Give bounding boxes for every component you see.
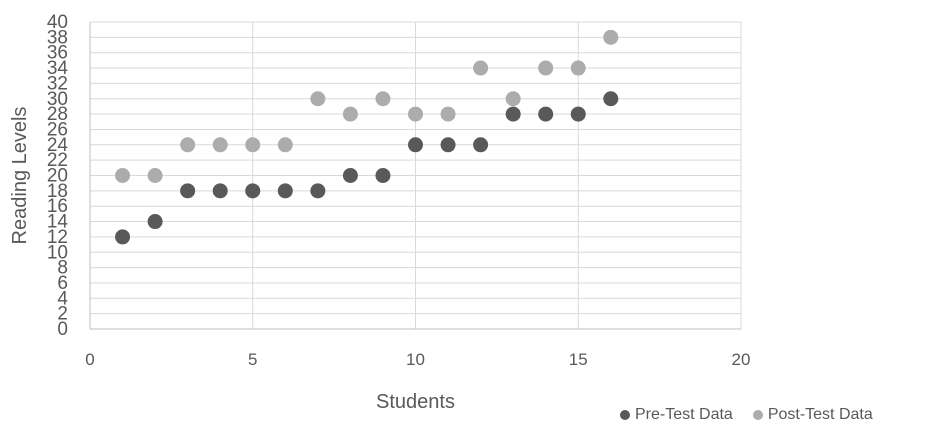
y-tick-label: 16: [47, 196, 68, 217]
point-post-test-data: [115, 168, 131, 183]
point-pre-test-data: [570, 106, 586, 122]
x-tick-label: 0: [85, 350, 94, 369]
point-pre-test-data: [180, 183, 196, 199]
point-post-test-data: [440, 106, 456, 122]
point-pre-test-data: [245, 183, 261, 199]
legend-label-post-test: Post-Test Data: [767, 406, 873, 423]
x-tick-label: 10: [406, 350, 425, 369]
point-pre-test-data: [147, 214, 163, 230]
y-tick-label: 36: [47, 43, 68, 64]
y-tick-label: 4: [57, 288, 68, 309]
point-post-test-data: [212, 137, 228, 153]
point-post-test-data: [342, 106, 358, 122]
legend-label-pre-test: Pre-Test Data: [635, 406, 733, 423]
point-pre-test-data: [115, 229, 131, 245]
point-post-test-data: [473, 60, 489, 76]
x-tick-label: 20: [732, 350, 751, 369]
point-post-test-data: [538, 60, 554, 76]
legend-marker-post-test: [752, 410, 763, 420]
point-pre-test-data: [440, 137, 456, 153]
point-post-test-data: [570, 60, 586, 76]
y-tick-label: 6: [57, 273, 68, 294]
legend-item-pre-test: Pre-Test Data: [620, 406, 733, 424]
point-post-test-data: [375, 91, 391, 107]
y-tick-label: 32: [47, 73, 68, 94]
point-post-test-data: [147, 168, 163, 183]
x-axis-title: Students: [376, 391, 455, 413]
y-tick-label: 20: [47, 166, 68, 187]
point-post-test-data: [310, 91, 326, 107]
point-post-test-data: [180, 137, 196, 153]
y-tick-label: 24: [47, 135, 69, 156]
legend-marker-pre-test: [620, 410, 630, 420]
y-tick-label: 0: [57, 319, 68, 340]
y-tick-label: 38: [47, 27, 68, 48]
point-post-test-data: [245, 137, 261, 153]
y-tick-label: 2: [57, 304, 68, 325]
point-pre-test-data: [375, 168, 391, 183]
point-pre-test-data: [277, 183, 293, 199]
y-tick-label: 18: [47, 181, 68, 202]
x-tick-label: 5: [248, 350, 257, 369]
point-post-test-data: [603, 29, 619, 45]
legend-item-post-test: Post-Test Data: [752, 406, 873, 424]
point-pre-test-data: [473, 137, 489, 153]
y-tick-label: 14: [47, 212, 69, 233]
y-tick-label: 40: [47, 12, 68, 33]
y-tick-label: 8: [57, 258, 68, 279]
point-pre-test-data: [408, 137, 423, 153]
y-tick-label: 34: [47, 58, 69, 79]
x-tick-labels: 0 5 10 15 20: [85, 350, 750, 369]
y-tick-label: 28: [47, 104, 68, 125]
point-pre-test-data: [603, 91, 619, 107]
data-points: [115, 29, 619, 245]
y-tick-label: 26: [47, 119, 68, 140]
axes: [89, 22, 741, 330]
point-post-test-data: [408, 106, 423, 122]
point-pre-test-data: [505, 106, 521, 122]
point-pre-test-data: [310, 183, 326, 199]
x-tick-label: 15: [569, 350, 588, 369]
y-tick-label: 30: [47, 89, 68, 110]
y-tick-label: 12: [47, 227, 68, 248]
point-pre-test-data: [342, 168, 358, 183]
point-pre-test-data: [538, 106, 554, 122]
legend: Pre-Test Data Post-Test Data: [620, 406, 893, 424]
point-post-test-data: [277, 137, 293, 153]
y-tick-label: 22: [47, 150, 68, 171]
y-tick-label: 10: [47, 242, 68, 263]
y-axis-title: Reading Levels: [9, 107, 31, 245]
point-pre-test-data: [212, 183, 228, 199]
grid: [90, 21, 742, 329]
point-post-test-data: [505, 91, 521, 107]
